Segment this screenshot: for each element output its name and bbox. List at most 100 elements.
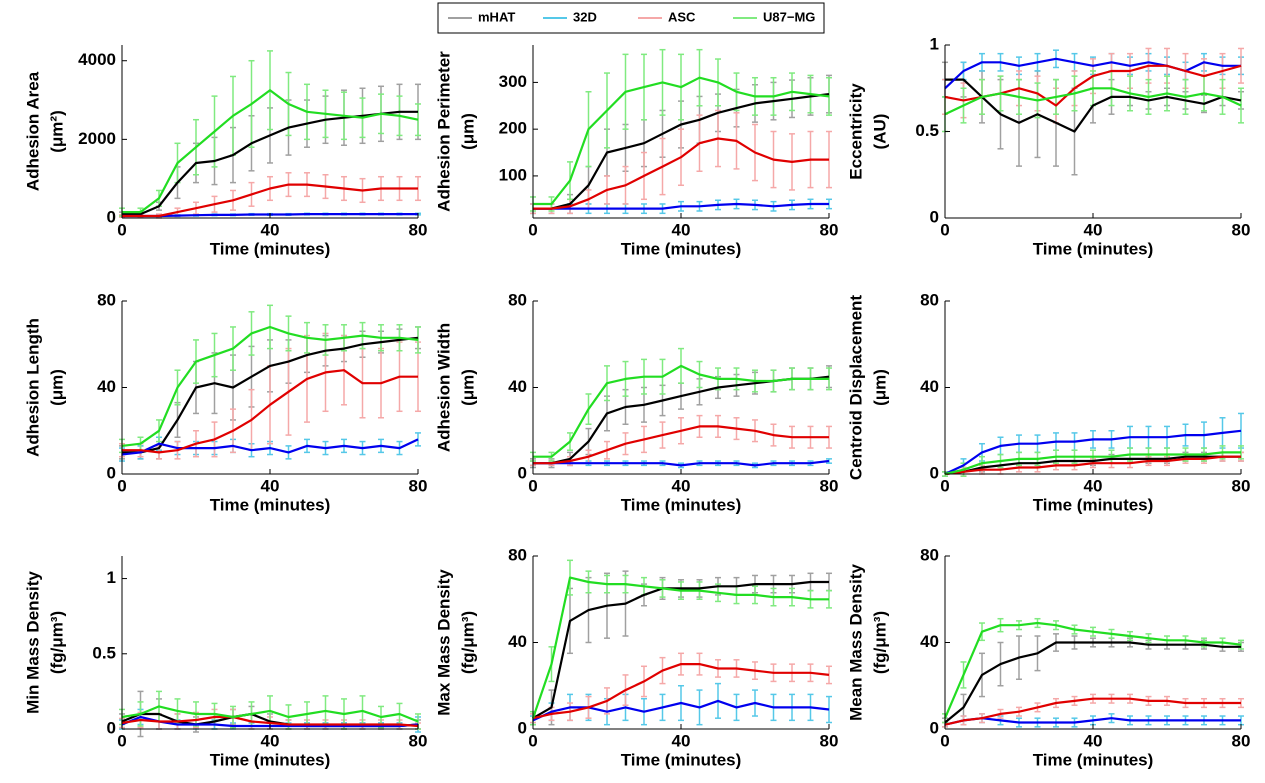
legend-label: ASC (668, 9, 696, 24)
y-tick-label: 80 (508, 545, 527, 564)
y-axis-label: (μm) (47, 369, 66, 406)
y-axis-label: (fg/μm³) (870, 611, 889, 674)
series-line (533, 425, 829, 465)
panel: 100 200 300 0 40 80 Time (minutes) Adhesion Per… (434, 45, 838, 258)
legend-label: U87−MG (763, 9, 815, 24)
x-axis-label: Time (minutes) (621, 750, 742, 769)
series-line (944, 451, 1241, 476)
y-tick-label: 0 (930, 718, 939, 737)
x-tick-label: 0 (117, 220, 126, 239)
y-tick-label: 100 (499, 165, 527, 184)
y-axis-label: Adhesion Area (23, 71, 42, 191)
series-line (944, 87, 1242, 116)
y-axis-label: (μm) (458, 113, 477, 150)
y-axis-label: Centroid Displacement (846, 295, 865, 480)
y-tick-label: 0 (518, 718, 527, 737)
y-tick-label: 40 (920, 632, 939, 651)
y-tick-label: 0.5 (915, 121, 939, 140)
series-line (122, 183, 418, 218)
x-tick-label: 80 (1232, 220, 1251, 239)
x-tick-label: 0 (117, 476, 126, 495)
legend-label: mHAT (478, 9, 515, 24)
series-line (944, 455, 1241, 476)
y-tick-label: 300 (499, 72, 527, 91)
series-line (532, 580, 829, 720)
series-line (531, 576, 829, 719)
legend-label: 32D (573, 9, 597, 24)
series-line (122, 89, 419, 214)
x-tick-label: 0 (528, 220, 537, 239)
y-tick-label: 1 (930, 34, 939, 53)
x-tick-label: 80 (820, 476, 839, 495)
x-tick-label: 80 (1232, 731, 1251, 750)
y-tick-label: 0 (107, 207, 116, 226)
error-bar (826, 665, 832, 685)
y-tick-label: 40 (97, 377, 116, 396)
x-tick-label: 0 (528, 731, 537, 750)
series-line (945, 78, 1242, 133)
x-tick-label: 0 (117, 731, 126, 750)
series-line (122, 110, 418, 216)
x-tick-label: 40 (1084, 220, 1103, 239)
x-tick-label: 80 (409, 731, 428, 750)
y-tick-label: 0 (518, 463, 527, 482)
x-tick-label: 80 (1232, 476, 1251, 495)
y-axis-label: (fg/μm³) (458, 611, 477, 674)
series-line (121, 438, 419, 456)
y-axis-label: Max Mass Density (434, 569, 453, 716)
series-line (532, 663, 830, 720)
y-tick-label: 0 (107, 463, 116, 482)
series-line (944, 641, 1241, 724)
x-axis-label: Time (minutes) (1033, 239, 1154, 258)
panel: 0 2000 4000 0 40 80 Time (minutes) Adhesion Are… (23, 45, 427, 258)
series-line (533, 364, 829, 458)
x-tick-label: 40 (261, 731, 280, 750)
x-tick-label: 0 (940, 731, 949, 750)
x-tick-label: 40 (1084, 731, 1103, 750)
x-axis-label: Time (minutes) (621, 239, 742, 258)
error-bar (826, 695, 832, 724)
x-tick-label: 80 (409, 476, 428, 495)
y-tick-label: 80 (508, 290, 527, 309)
x-tick-label: 40 (672, 476, 691, 495)
series-line (121, 705, 419, 723)
series-line (121, 715, 419, 728)
series-line (122, 369, 418, 454)
y-axis-label: Adhesion Length (23, 318, 42, 457)
panel: 0 40 80 0 40 80 Time (minutes) Mean Mass Densit… (846, 545, 1250, 769)
panel: 0 40 80 0 40 80 Time (minutes) Adhesion Width (μ… (434, 290, 838, 514)
series-line (532, 699, 830, 722)
y-axis-label: Eccentricity (846, 83, 865, 180)
y-tick-label: 200 (499, 119, 527, 138)
y-axis-label: Adhesion Width (434, 323, 453, 452)
x-tick-label: 0 (940, 476, 949, 495)
y-tick-label: 80 (920, 290, 939, 309)
error-bar (1238, 87, 1244, 124)
x-tick-label: 80 (820, 220, 839, 239)
series-line (533, 93, 830, 210)
panel: 0 0.5 1 0 40 80 Time (minutes) Eccentricity (AU) (846, 34, 1250, 258)
series-line (122, 336, 419, 454)
y-tick-label: 0.5 (92, 643, 116, 662)
y-axis-label: (AU) (870, 114, 889, 150)
y-tick-label: 80 (97, 290, 116, 309)
x-axis-label: Time (minutes) (210, 495, 331, 514)
x-axis-label: Time (minutes) (621, 495, 742, 514)
y-axis-label: Mean Mass Density (846, 564, 865, 721)
series-line (943, 621, 1242, 719)
error-bar (415, 326, 421, 354)
series-line (533, 202, 829, 210)
y-tick-label: 0 (930, 463, 939, 482)
series-line (533, 137, 829, 210)
x-axis-label: Time (minutes) (1033, 750, 1154, 769)
series-line (533, 76, 830, 206)
y-tick-label: 4000 (78, 50, 116, 69)
y-tick-label: 1 (107, 568, 116, 587)
panel: 0 40 80 0 40 80 Time (minutes) Max Mass Density… (434, 545, 838, 769)
y-axis-label: (fg/μm³) (47, 611, 66, 674)
y-tick-label: 40 (508, 377, 527, 396)
y-tick-label: 0 (107, 718, 116, 737)
x-tick-label: 40 (672, 220, 691, 239)
